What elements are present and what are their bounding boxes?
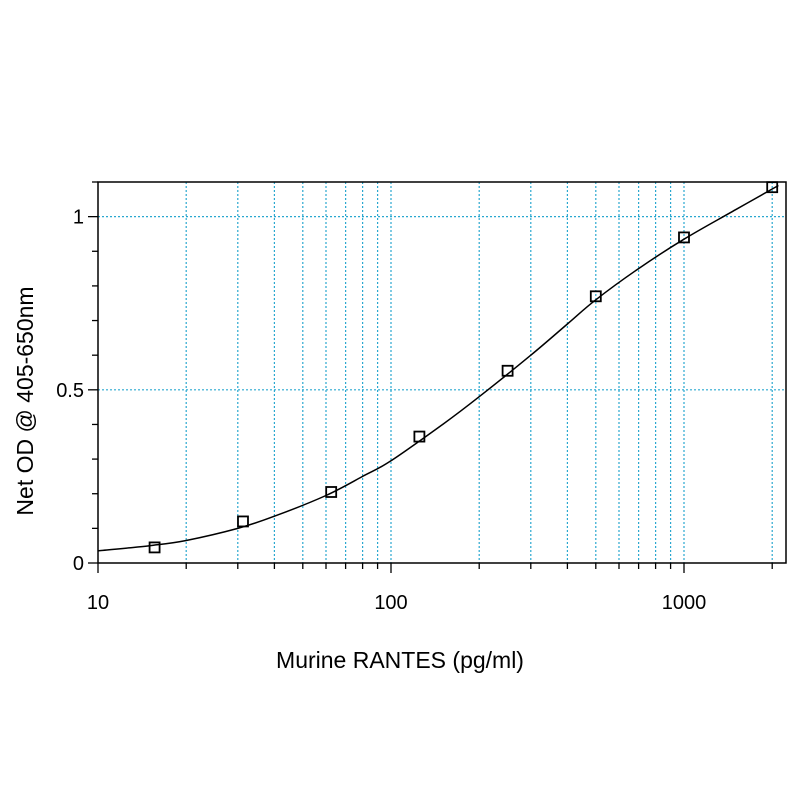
x-tick-label: 100: [374, 592, 407, 614]
plot-frame: [97, 181, 787, 564]
x-tick-label: 10: [87, 592, 109, 614]
tick-labels: 10 100 1000 0 0.5 1: [56, 207, 706, 614]
y-tick-label: 1: [73, 207, 84, 229]
data-points: [148, 181, 779, 554]
fit-curve-line: [98, 184, 779, 552]
x-tick-label: 1000: [662, 592, 707, 614]
y-tick-label: 0.5: [56, 380, 84, 402]
y-tick-label: 0: [73, 553, 84, 575]
data-point: [325, 486, 338, 498]
x-axis-title: Murine RANTES (pg/ml): [276, 647, 524, 673]
data-point: [237, 515, 249, 528]
data-point: [678, 231, 690, 244]
data-point: [501, 364, 514, 377]
data-point: [148, 541, 161, 554]
y-axis-title: Net OD @ 405-650nm: [12, 286, 38, 515]
axes: [88, 181, 787, 573]
data-point: [589, 290, 602, 303]
data-point: [766, 181, 779, 194]
data-point: [413, 430, 426, 443]
grid-lines: [98, 182, 786, 563]
fit-curve: [98, 184, 779, 552]
